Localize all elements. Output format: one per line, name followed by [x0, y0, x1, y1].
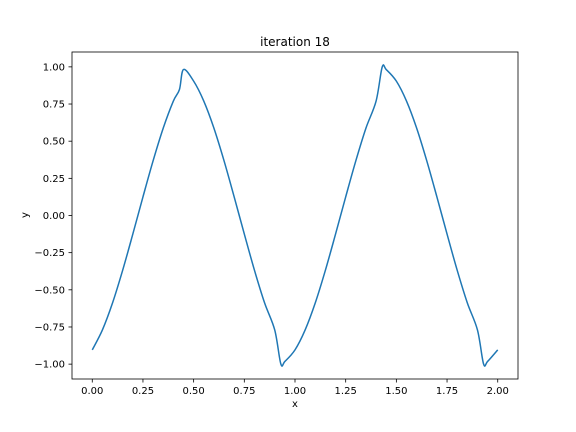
plot-area: [91, 64, 499, 367]
series-line-0: [91, 64, 499, 367]
chart-title: iteration 18: [260, 35, 330, 49]
y-tick-label: 0.75: [43, 100, 65, 111]
y-tick-label: −0.50: [34, 285, 65, 296]
y-tick-label: 0.00: [43, 211, 65, 222]
x-tick-label: 0.75: [233, 386, 255, 397]
y-tick-label: 1.00: [43, 62, 65, 73]
y-axis-label: y: [20, 212, 31, 218]
x-axis-ticks: 0.00 0.25 0.50 0.75 1.00 1.25 1.50 1.75 2.00: [81, 379, 509, 397]
x-tick-label: 0.00: [81, 386, 103, 397]
y-tick-label: 0.25: [43, 174, 65, 185]
axes-frame: [71, 51, 519, 380]
y-axis-ticks: −1.00 −0.75 −0.50 −0.25 0.00 0.25 0.50 0.75 1.00: [34, 62, 72, 371]
y-tick-label: 0.50: [43, 137, 65, 148]
x-tick-label: 2.00: [487, 386, 509, 397]
y-tick-label: −1.00: [34, 360, 65, 371]
x-tick-label: 1.25: [335, 386, 357, 397]
x-tick-label: 0.50: [183, 386, 205, 397]
x-tick-label: 1.75: [436, 386, 458, 397]
x-tick-label: 1.50: [385, 386, 407, 397]
y-tick-label: −0.25: [34, 248, 65, 259]
x-axis-label: x: [292, 399, 298, 410]
x-tick-label: 1.00: [284, 386, 306, 397]
x-tick-label: 0.25: [132, 386, 154, 397]
y-tick-label: −0.75: [34, 322, 65, 333]
